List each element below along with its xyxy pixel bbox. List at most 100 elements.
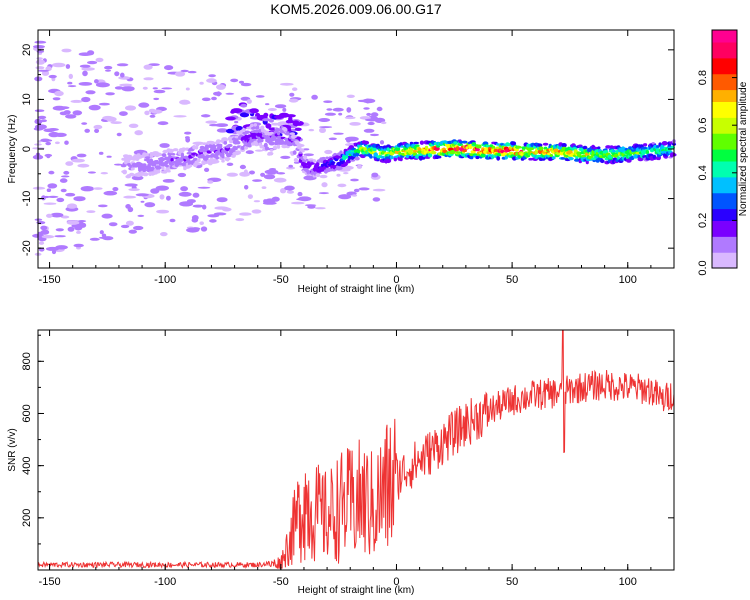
spectrogram-noise-cell bbox=[304, 204, 317, 207]
colorbar-segment bbox=[712, 220, 737, 225]
spectrogram-trace-cell bbox=[553, 148, 559, 153]
spectrogram-noise-cell bbox=[143, 64, 153, 70]
colorbar-segment bbox=[712, 228, 737, 233]
spectrogram-noise-cell bbox=[77, 220, 87, 223]
spectrogram-trace-cell bbox=[142, 163, 147, 167]
spectrogram-noise-cell bbox=[215, 123, 229, 127]
spectrogram-trace-cell bbox=[287, 143, 293, 147]
spectrogram-noise-cell bbox=[159, 194, 165, 200]
spectrogram-noise-cell bbox=[59, 111, 68, 116]
spectrogram-x-label: Height of straight line (km) bbox=[298, 284, 415, 295]
spectrogram-trace-cell bbox=[196, 162, 202, 166]
spectrogram-trace-cell bbox=[363, 140, 370, 145]
snr-series-line bbox=[37, 329, 675, 569]
spectrogram-trace-cell bbox=[161, 153, 167, 158]
colorbar-segment bbox=[712, 89, 737, 95]
snr-x-tick-label: 100 bbox=[619, 576, 637, 588]
spectrogram-trace-cell bbox=[609, 145, 614, 149]
spectrogram-trace-cell bbox=[456, 151, 462, 154]
spectrogram-noise-cell bbox=[192, 192, 200, 198]
spectrogram-noise-cell bbox=[178, 191, 192, 197]
snr-x-tick-label: 50 bbox=[506, 576, 518, 588]
spectrogram-noise-cell bbox=[318, 192, 329, 195]
spectrogram-trace-cell bbox=[156, 152, 163, 157]
spectrogram-noise-cell bbox=[66, 220, 80, 225]
spectrogram-trace-cell bbox=[206, 150, 212, 154]
spectrogram-trace-cell bbox=[142, 172, 149, 177]
spectrogram-noise-cell bbox=[37, 115, 47, 120]
spectrogram-noise-cell bbox=[89, 237, 100, 241]
spectrogram-x-tick-label: 0 bbox=[393, 274, 399, 286]
spectrogram-trace-cell bbox=[146, 165, 152, 170]
spectrogram-noise-cell bbox=[55, 141, 60, 145]
colorbar-segment bbox=[712, 137, 737, 142]
spectrogram-noise-cell bbox=[186, 227, 200, 233]
spectrogram-noise-cell bbox=[338, 194, 352, 200]
spectrogram-trace-cell bbox=[249, 123, 254, 128]
spectrogram-trace-cell bbox=[222, 137, 228, 143]
spectrogram-trace-cell bbox=[303, 155, 308, 160]
spectrogram-trace-cell bbox=[529, 147, 535, 151]
spectrogram-noise-cell bbox=[209, 219, 217, 223]
spectrogram-trace-cell bbox=[255, 125, 260, 130]
spectrogram-noise-cell bbox=[199, 81, 204, 85]
spectrogram-trace-cell bbox=[315, 173, 321, 178]
spectrogram-noise-cell bbox=[140, 200, 145, 203]
spectrogram-trace-cell bbox=[413, 149, 417, 153]
spectrogram-branch-cell bbox=[262, 118, 271, 122]
spectrogram-noise-cell bbox=[150, 188, 160, 194]
spectrogram-trace-cell bbox=[514, 148, 519, 152]
spectrogram-trace-cell bbox=[253, 123, 258, 128]
spectrogram-noise-cell bbox=[114, 163, 123, 166]
colorbar-segment bbox=[712, 184, 737, 190]
colorbar-segment bbox=[712, 252, 737, 257]
spectrogram-noise-cell bbox=[131, 175, 144, 181]
colorbar-segment bbox=[712, 53, 737, 59]
spectrogram-noise-cell bbox=[365, 118, 378, 122]
spectrogram-trace-cell bbox=[582, 145, 588, 150]
snr-x-tick-label: 0 bbox=[393, 576, 399, 588]
spectrogram-trace-cell bbox=[221, 149, 225, 154]
spectrogram-noise-cell bbox=[63, 170, 70, 175]
spectrogram-trace-cell bbox=[263, 142, 268, 148]
spectrogram-branch-cell bbox=[265, 123, 272, 129]
spectrogram-noise-cell bbox=[244, 185, 249, 190]
spectrogram-noise-cell bbox=[56, 197, 65, 203]
spectrogram-branch-cell bbox=[225, 116, 236, 121]
colorbar-segment bbox=[712, 37, 737, 43]
spectrogram-noise-cell bbox=[65, 192, 76, 197]
spectrogram-noise-cell bbox=[344, 116, 356, 120]
spectrogram-noise-cell bbox=[297, 191, 303, 197]
spectrogram-trace-cell bbox=[235, 150, 242, 155]
spectrogram-noise-cell bbox=[247, 194, 253, 200]
spectrogram-noise-cell bbox=[319, 127, 326, 133]
spectrogram-trace-cell bbox=[592, 146, 599, 150]
spectrogram-trace-cell bbox=[335, 156, 342, 159]
spectrogram-trace-cell bbox=[196, 158, 201, 163]
spectrogram-noise-cell bbox=[72, 110, 83, 116]
spectrogram-noise-cell bbox=[48, 74, 57, 79]
spectrogram-noise-cell bbox=[267, 108, 277, 111]
spectrogram-noise-cell bbox=[286, 166, 296, 170]
spectrogram-trace-cell bbox=[188, 164, 193, 168]
colorbar-segment bbox=[712, 149, 737, 154]
spectrogram-noise-cell bbox=[239, 164, 246, 170]
spectrogram-noise-cell bbox=[303, 148, 310, 151]
spectrogram-noise-cell bbox=[363, 107, 370, 110]
spectrogram-trace-cell bbox=[200, 146, 207, 150]
spectrogram-trace-cell bbox=[475, 155, 480, 160]
spectrogram-noise-cell bbox=[264, 169, 279, 175]
spectrogram-noise-cell bbox=[71, 158, 85, 163]
colorbar-segment bbox=[712, 57, 737, 63]
spectrogram-trace-cell bbox=[292, 135, 298, 138]
spectrogram-noise-cell bbox=[208, 74, 216, 78]
spectrogram-noise-cell bbox=[120, 224, 130, 229]
spectrogram-trace-cell bbox=[496, 156, 501, 161]
spectrogram-y-tick-label: 10 bbox=[21, 93, 33, 105]
spectrogram-trace-cell bbox=[339, 150, 343, 155]
colorbar-segment bbox=[712, 244, 737, 249]
spectrogram-trace-cell bbox=[568, 157, 574, 161]
colorbar-segment bbox=[712, 204, 737, 210]
spectrogram-noise-cell bbox=[110, 121, 122, 124]
snr-x-label: Height of straight line (km) bbox=[298, 585, 415, 596]
